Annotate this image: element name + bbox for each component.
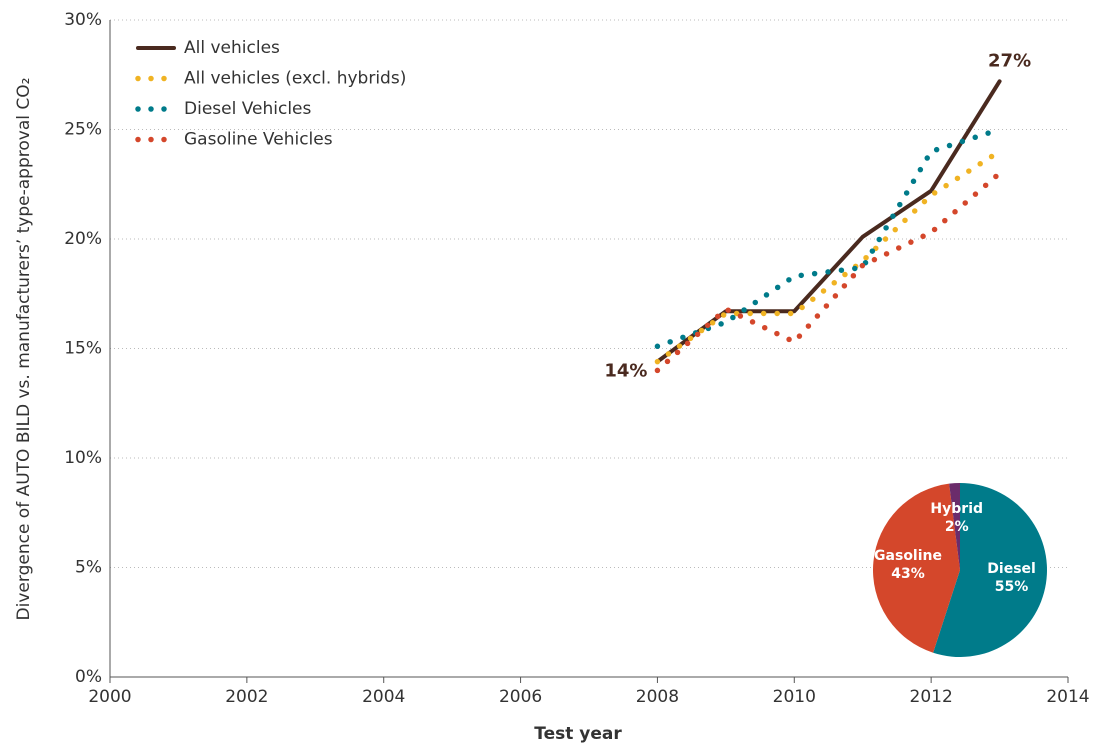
pie-value-label: 2% [945,519,969,535]
y-tick-label: 25% [64,120,102,140]
pie-value-label: 55% [995,579,1029,595]
y-tick-label: 30% [64,10,102,30]
pie-label: Hybrid [930,501,983,517]
x-tick-label: 2010 [773,687,816,707]
x-tick-label: 2014 [1046,687,1089,707]
x-tick-label: 2012 [910,687,953,707]
y-tick-label: 0% [75,667,102,687]
legend-label: All vehicles [184,38,280,58]
pie-slice [873,483,960,653]
pie-value-label: 43% [891,566,925,582]
series-line [654,126,1003,350]
x-tick-label: 2002 [225,687,268,707]
pie-label: Gasoline [874,548,942,564]
x-tick-label: 2006 [499,687,542,707]
x-tick-label: 2008 [636,687,679,707]
y-tick-label: 20% [64,229,102,249]
data-label: 14% [604,361,647,382]
pie-slice [949,483,960,570]
legend-label: All vehicles (excl. hybrids) [184,69,406,89]
x-tick-label: 2004 [362,687,405,707]
y-tick-label: 5% [75,558,102,578]
pie-label: Diesel [987,561,1036,577]
legend-label: Diesel Vehicles [184,99,312,119]
series-line [654,148,1003,365]
y-tick-label: 10% [64,448,102,468]
x-axis-label: Test year [534,724,622,744]
pie-slice [933,483,1047,657]
x-tick-label: 2000 [88,687,131,707]
y-axis-label: Divergence of AUTO BILD vs. manufacturer… [14,78,34,621]
series-line [655,79,1002,364]
legend-label: Gasoline Vehicles [184,130,333,150]
data-label: 27% [988,50,1031,71]
y-tick-label: 15% [64,339,102,359]
